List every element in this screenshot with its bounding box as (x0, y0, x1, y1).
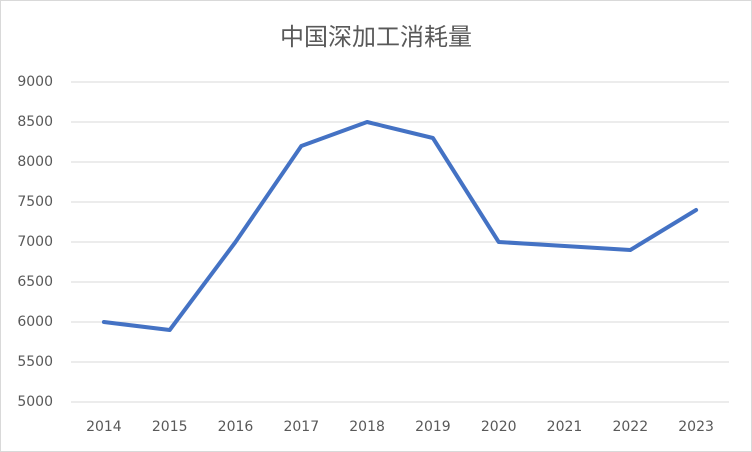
y-tick-label: 7000 (17, 234, 53, 250)
x-tick-label: 2021 (547, 419, 583, 435)
y-tick-label: 6500 (17, 274, 53, 290)
x-tick-label: 2023 (678, 419, 714, 435)
x-tick-label: 2019 (415, 419, 451, 435)
x-tick-label: 2020 (481, 419, 517, 435)
x-tick-label: 2022 (612, 419, 648, 435)
y-tick-label: 7500 (17, 194, 53, 210)
x-tick-label: 2017 (283, 419, 319, 435)
chart-title: 中国深加工消耗量 (280, 23, 472, 51)
y-tick-label: 9000 (17, 74, 53, 90)
y-tick-label: 8500 (17, 114, 53, 130)
data-line (101, 120, 699, 332)
y-tick-label: 6000 (17, 314, 53, 330)
x-tick-label: 2016 (218, 419, 254, 435)
y-tick-label: 5500 (17, 354, 53, 370)
y-tick-label: 5000 (17, 394, 53, 410)
x-tick-label: 2018 (349, 419, 385, 435)
y-tick-label: 8000 (17, 154, 53, 170)
x-tick-label: 2015 (152, 419, 188, 435)
x-tick-label: 2014 (86, 419, 122, 435)
